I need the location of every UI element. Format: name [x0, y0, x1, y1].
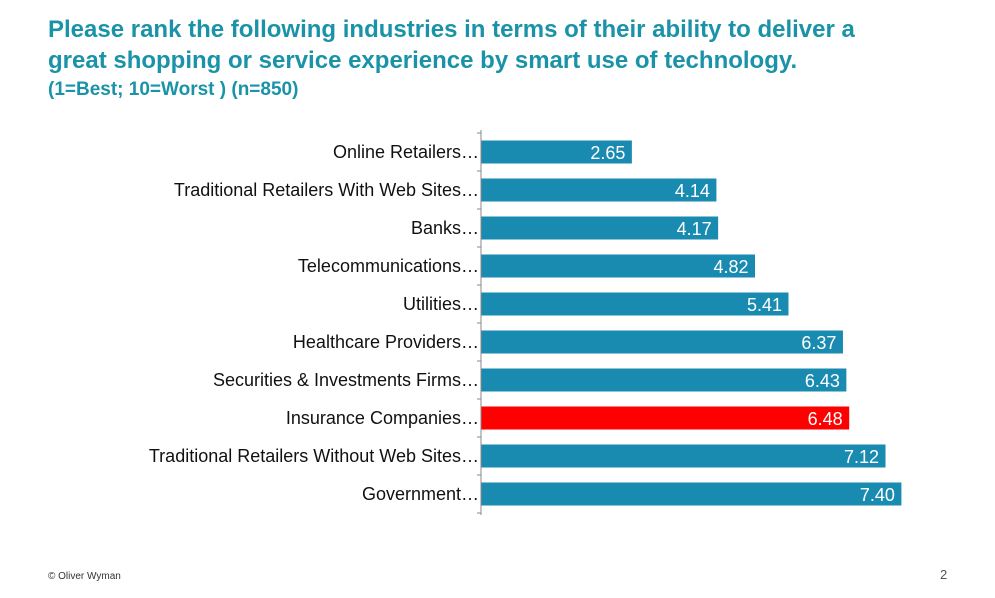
category-label: Traditional Retailers Without Web Sites…: [149, 446, 479, 466]
bar: [481, 216, 719, 240]
category-label: Online Retailers…: [333, 142, 479, 162]
bar-value-label: 5.41: [747, 295, 782, 315]
bar-value-label: 2.65: [590, 143, 625, 163]
bar-value-label: 4.82: [713, 257, 748, 277]
bar: [481, 178, 717, 202]
category-label: Securities & Investments Firms…: [213, 370, 479, 390]
chart-subtitle: (1=Best; 10=Worst ) (n=850): [48, 79, 299, 100]
bar-value-label: 4.17: [677, 219, 712, 239]
category-label: Insurance Companies…: [286, 408, 479, 428]
bar-value-label: 6.37: [801, 333, 836, 353]
page-number: 2: [940, 567, 948, 582]
bar-value-label: 6.43: [805, 371, 840, 391]
category-label: Telecommunications…: [298, 256, 479, 276]
category-label: Government…: [362, 484, 479, 504]
chart-title-line-1: Please rank the following industries in …: [48, 16, 855, 43]
copyright-text: © Oliver Wyman: [48, 571, 121, 582]
bar-value-label: 4.14: [675, 181, 710, 201]
chart-title-line-2: great shopping or service experience by …: [48, 47, 798, 74]
category-label: Banks…: [411, 218, 479, 238]
bar: [481, 444, 886, 468]
bar: [481, 292, 789, 316]
category-label: Utilities…: [403, 294, 479, 314]
bar: [481, 254, 756, 278]
bar: [481, 368, 847, 392]
bar-value-label: 7.12: [844, 447, 879, 467]
bar-value-label: 6.48: [808, 409, 843, 429]
bar-highlighted: [481, 406, 850, 430]
bar: [481, 482, 902, 506]
bar: [481, 330, 843, 354]
category-label: Healthcare Providers…: [293, 332, 479, 352]
bar: [481, 140, 632, 164]
category-label: Traditional Retailers With Web Sites…: [174, 180, 479, 200]
bar-value-label: 7.40: [860, 485, 895, 505]
chart-title-block: Please rank the following industries in …: [48, 14, 978, 102]
